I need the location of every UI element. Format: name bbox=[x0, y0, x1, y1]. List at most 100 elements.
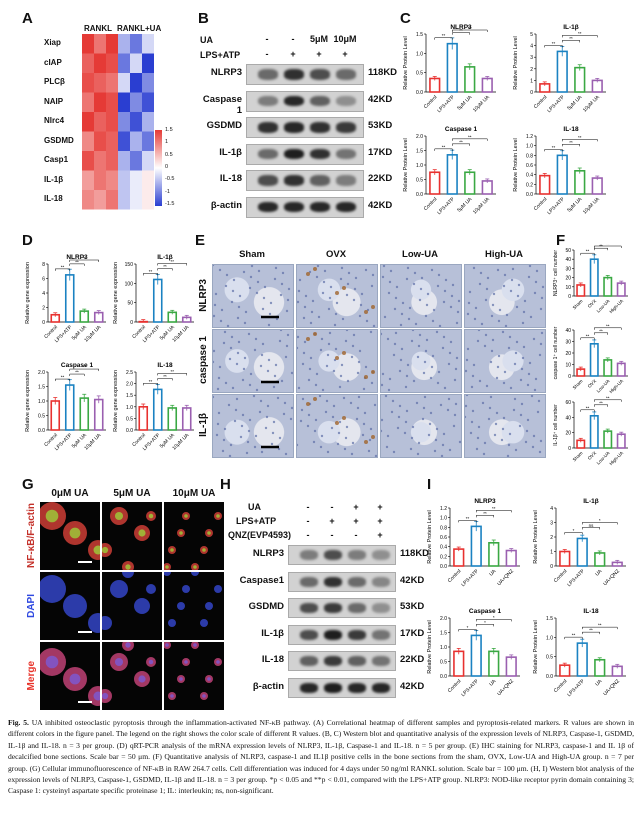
chart-ytick: 1.0 bbox=[440, 645, 447, 651]
chart-ytick: 0.0 bbox=[126, 428, 133, 434]
wb-band bbox=[347, 682, 367, 693]
chart-ytick: 0 bbox=[530, 90, 533, 96]
chart-c-il1b: IL-1β Relative Protein Level 0 1 2 3 4 5 Control… bbox=[513, 24, 606, 114]
chart-xtick: OVX bbox=[587, 450, 597, 460]
chart-ytick: 5 bbox=[530, 32, 533, 38]
ihc-column-label: OVX bbox=[325, 249, 347, 260]
heatmap-row-label: IL-1β bbox=[44, 174, 64, 184]
chart-sig-bracket bbox=[582, 522, 618, 525]
chart-ytick: 30 bbox=[565, 340, 571, 346]
heatmap-cell bbox=[106, 151, 118, 171]
chart-xtick: UA+QNZ bbox=[496, 568, 515, 587]
wb-kd-label: 53KD bbox=[400, 601, 425, 612]
ihc-micrograph bbox=[464, 394, 546, 458]
chart-ytick: 10 bbox=[565, 363, 571, 369]
chart-ytick: 3 bbox=[530, 55, 533, 61]
chart-ytick: 2.5 bbox=[126, 370, 133, 376]
heatmap-cell bbox=[130, 112, 142, 132]
heatmap-cell bbox=[118, 112, 130, 132]
if-row-label: DAPI bbox=[24, 572, 38, 640]
wb-condition-mark: - bbox=[291, 34, 295, 44]
chart-bar bbox=[152, 278, 163, 323]
chart-i-il1b: IL-1β Relative Protein Level 0 1 2 3 4 ControlL… bbox=[533, 498, 626, 588]
chart-sig-label: ** bbox=[606, 324, 610, 328]
heatmap-cell bbox=[82, 131, 94, 151]
chart-sig-bracket bbox=[562, 139, 598, 142]
heatmap-cell bbox=[106, 112, 118, 132]
chart-c-il18: IL-18 Relative Protein Level 0.0 0.2 0.4 0.6 0… bbox=[513, 126, 606, 216]
chart-xtick: High-UA bbox=[608, 378, 624, 394]
wb-kd-label: 42KD bbox=[400, 574, 425, 586]
panel-label-b: B bbox=[198, 10, 209, 27]
chart-sig-bracket bbox=[69, 263, 85, 266]
wb-band bbox=[371, 629, 391, 640]
chart-xtick: LPS+ATP bbox=[460, 678, 480, 698]
ihc-micrograph bbox=[212, 394, 294, 458]
wb-band bbox=[323, 656, 343, 666]
chart-ytick: 20 bbox=[565, 431, 571, 437]
chart-ytick: 1.5 bbox=[546, 616, 553, 622]
panel-label-f: F bbox=[556, 232, 566, 249]
heatmap-cell bbox=[142, 34, 154, 54]
chart-ytick: 0.8 bbox=[440, 525, 447, 531]
chart-ytick: 4 bbox=[550, 506, 553, 512]
chart-ytick: 20 bbox=[565, 276, 571, 282]
wb-blot-strip bbox=[288, 571, 396, 592]
chart-bar bbox=[453, 650, 465, 677]
heatmap-cell bbox=[130, 190, 142, 210]
caption-fig-number: Fig. 5. bbox=[8, 718, 29, 727]
panel-label-h: H bbox=[220, 476, 231, 493]
chart-title: NLRP3 bbox=[450, 24, 472, 31]
chart-sig-bracket bbox=[55, 268, 70, 271]
chart-xtick: Control bbox=[533, 94, 549, 110]
chart-sig-label: ** bbox=[149, 379, 153, 384]
chart-xtick: OVX bbox=[587, 378, 597, 388]
chart-sig-bracket bbox=[562, 144, 580, 147]
ihc-row-label: caspase 1 bbox=[196, 329, 210, 391]
chart-xtick: Sham bbox=[572, 298, 584, 310]
chart-ytick: 0 bbox=[568, 374, 571, 380]
chart-bar bbox=[591, 177, 603, 195]
chart-sig-bracket bbox=[157, 378, 173, 381]
chart-sig-bracket bbox=[157, 263, 187, 266]
chart-sig-bracket bbox=[143, 273, 158, 276]
wb-h-lps-label: LPS+ATP bbox=[236, 516, 277, 526]
wb-h-ua-label: UA bbox=[248, 502, 261, 512]
chart-xtick: Control bbox=[447, 678, 463, 694]
wb-band bbox=[347, 656, 367, 666]
chart-sig-label: ** bbox=[75, 370, 79, 375]
ihc-micrograph bbox=[464, 264, 546, 328]
wb-band-label: NLRP3 bbox=[252, 548, 284, 559]
wb-blot-strip bbox=[246, 196, 364, 218]
if-micrograph bbox=[40, 642, 100, 710]
if-column-label: 5μM UA bbox=[113, 488, 151, 499]
chart-ytick: 60 bbox=[565, 400, 571, 406]
chart-xtick: UA+QNZ bbox=[602, 678, 621, 697]
chart-ylabel: Relative gene expression bbox=[25, 262, 31, 324]
heatmap-cell bbox=[118, 92, 130, 112]
chart-bar bbox=[603, 430, 613, 449]
ihc-micrograph bbox=[296, 264, 378, 328]
chart-sig-label: ** bbox=[569, 140, 573, 145]
if-row-label: NF-κB/F-actin bbox=[24, 502, 38, 570]
chart-bar bbox=[167, 407, 178, 431]
chart-ytick: 1.2 bbox=[526, 134, 533, 140]
wb-band bbox=[283, 175, 305, 186]
chart-sig-bracket bbox=[434, 37, 453, 40]
wb-band bbox=[323, 550, 343, 560]
chart-bar bbox=[603, 359, 613, 377]
wb-band bbox=[257, 95, 279, 107]
ihc-micrograph bbox=[380, 394, 462, 458]
chart-sig-bracket bbox=[69, 368, 99, 372]
chart-sig-label: ** bbox=[606, 244, 610, 247]
heatmap-cell bbox=[130, 131, 142, 151]
chart-ytick: 0.6 bbox=[440, 535, 447, 541]
chart-ytick: 0.4 bbox=[526, 173, 533, 179]
chart-title: IL-1β bbox=[583, 498, 599, 505]
wb-band-label: IL-18 bbox=[219, 173, 242, 184]
chart-sig-bracket bbox=[69, 373, 85, 377]
chart-sig-bracket bbox=[594, 399, 622, 402]
chart-sig-bracket bbox=[544, 149, 563, 152]
chart-sig-bracket bbox=[476, 515, 494, 518]
